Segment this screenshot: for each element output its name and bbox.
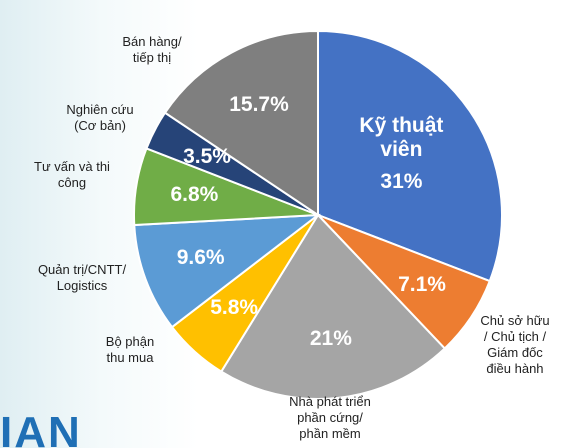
value-label: 3.5% bbox=[183, 145, 231, 169]
pie-slice bbox=[133, 213, 322, 329]
slice-label: Nhà phát triển phần cứng/ phần mềm bbox=[289, 394, 371, 441]
value-label: 5.8% bbox=[210, 295, 259, 319]
pie-slice bbox=[163, 29, 319, 217]
slice-label: Bộ phận thu mua bbox=[105, 334, 155, 365]
value-label: 9.6% bbox=[176, 246, 225, 270]
pie-slice bbox=[219, 213, 447, 400]
value-label: 15.7% bbox=[229, 92, 289, 116]
slice-label: Quản trị/CNTT/ Logistics bbox=[37, 262, 127, 293]
slice-label: Nghiên cứu (Cơ bản) bbox=[66, 102, 134, 133]
slice-label: Tư vấn và thi công bbox=[34, 159, 110, 190]
slice-label: Chủ sở hữu / Chủ tịch / Giám đốc điều hà… bbox=[480, 313, 550, 376]
value-label: 21% bbox=[309, 327, 352, 351]
slice-label: Bán hàng/ tiếp thị bbox=[122, 34, 182, 65]
value-label: 7.1% bbox=[398, 272, 446, 296]
value-label: 31% bbox=[380, 169, 423, 193]
slice-label: Kỹ thuật viên bbox=[359, 113, 444, 161]
value-label: 6.8% bbox=[170, 183, 219, 207]
watermark: IAN bbox=[0, 408, 82, 448]
pie-slice bbox=[317, 29, 503, 283]
